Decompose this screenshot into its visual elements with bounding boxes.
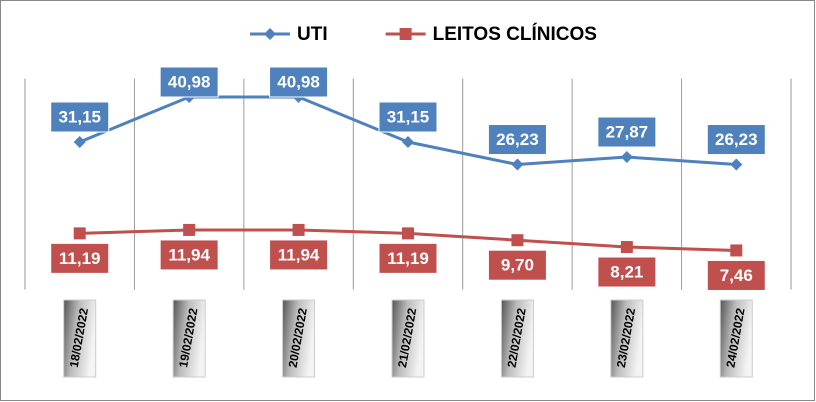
data-point	[292, 223, 305, 236]
data-label: 11,19	[59, 249, 101, 268]
data-label-box	[269, 66, 329, 98]
category-box	[500, 299, 534, 378]
data-label: 27,87	[606, 123, 649, 142]
category-box	[63, 299, 97, 378]
data-point	[730, 158, 743, 171]
data-label-box	[597, 256, 657, 288]
data-label-box	[378, 101, 438, 133]
data-label-box	[159, 66, 219, 98]
data-label: 9,70	[501, 256, 534, 275]
legend-label: LEITOS CLÍNICOS	[433, 23, 597, 45]
data-label-box	[50, 242, 110, 274]
legend-marker	[264, 28, 276, 40]
data-label: 7,46	[720, 266, 753, 285]
data-point	[620, 241, 633, 254]
data-point	[511, 158, 524, 171]
data-label: 11,19	[387, 249, 429, 268]
category-box	[719, 299, 753, 378]
legend-marker	[399, 28, 412, 40]
data-label: 31,15	[58, 107, 101, 126]
category-box	[282, 299, 316, 378]
data-point	[183, 223, 196, 236]
data-point	[73, 227, 86, 240]
data-label-box	[706, 259, 766, 291]
legend-label: UTI	[297, 24, 328, 45]
data-point	[511, 234, 524, 247]
data-label-box	[269, 239, 329, 271]
data-label-box	[597, 116, 657, 148]
data-label: 8,21	[610, 263, 643, 282]
category-box	[391, 299, 425, 378]
data-label: 40,98	[277, 72, 320, 91]
data-label-box	[487, 124, 547, 156]
data-point	[730, 244, 743, 257]
data-point	[402, 136, 414, 149]
data-label-box	[159, 239, 219, 271]
data-point	[620, 151, 633, 164]
data-label-box	[706, 124, 766, 156]
data-label: 40,98	[168, 72, 211, 91]
data-label-box	[487, 249, 547, 281]
data-label: 31,15	[387, 107, 430, 126]
category-box	[172, 299, 206, 378]
data-label: 26,23	[496, 130, 539, 149]
data-point	[73, 136, 86, 149]
data-label: 26,23	[715, 130, 758, 149]
data-label: 11,94	[168, 245, 210, 264]
data-label-box	[378, 242, 438, 274]
data-label-box	[50, 101, 110, 133]
data-label: 11,94	[278, 245, 320, 264]
data-point	[402, 227, 414, 240]
category-box	[610, 299, 644, 378]
